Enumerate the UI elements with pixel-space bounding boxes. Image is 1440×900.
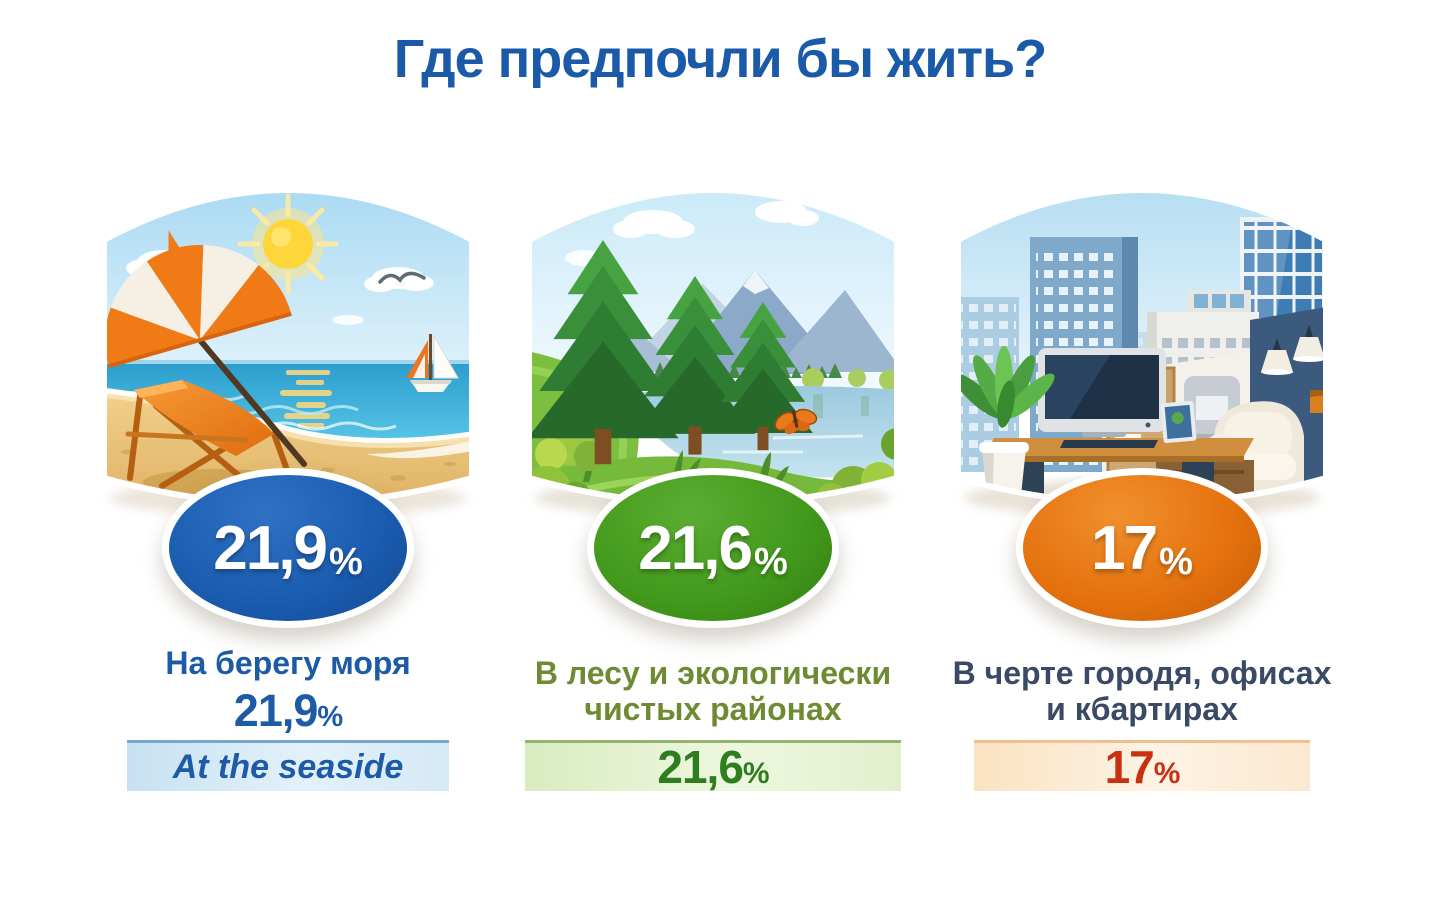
page-title: Где предпочли бы жить? <box>393 29 1047 89</box>
sun-icon <box>237 193 339 295</box>
seaside-badge-unit: % <box>328 540 363 583</box>
city-office-scene-illustration <box>955 187 1329 516</box>
city-footer-bar: 17% <box>974 740 1310 793</box>
seaside-badge-value: 21,9 <box>213 513 328 583</box>
butterfly-icon <box>774 408 818 435</box>
clouds-icon <box>565 201 819 266</box>
city-badge-unit: % <box>1159 540 1193 583</box>
forest-footer-value: 21,6% <box>657 741 769 793</box>
sun-reflection <box>280 370 332 428</box>
keyboard-icon <box>1060 440 1158 448</box>
sailboat-icon <box>406 334 459 392</box>
forest-badge-unit: % <box>753 540 788 583</box>
city-badge: 17% <box>1016 468 1268 628</box>
forest-caption: В лесу и экологически чистых районах <box>535 644 891 738</box>
seaside-value: 21,9% <box>233 684 343 736</box>
seagull-icon <box>378 271 426 286</box>
city-caption: В черте городя, офисах и кбартирах <box>953 644 1332 738</box>
city-label-line2: и кбартирах <box>1046 691 1238 727</box>
beach-umbrella-icon <box>105 230 307 467</box>
forest-badge: 21,6% <box>587 468 839 628</box>
city-label-line1: В черте городя, офисах <box>952 654 1332 691</box>
panel-forest: 21,6% В лесу и экологически чистых район… <box>523 182 903 793</box>
beach-scene-illustration <box>101 187 475 516</box>
seaside-caption: На берегу моря 21,9% <box>165 644 410 738</box>
seaside-footer-bar: At the seaside <box>127 740 449 791</box>
forest-label-line1: В лесу и экологически <box>534 654 892 691</box>
forest-badge-value: 21,6 <box>638 513 753 583</box>
tablet-icon <box>1160 400 1197 444</box>
deck-chair-icon <box>125 380 293 489</box>
wall-lamps-icon <box>1261 325 1326 413</box>
city-footer-value: 17% <box>1104 741 1181 793</box>
computer-monitor-icon <box>1038 348 1166 448</box>
forest-footer-bar: 21,6% <box>525 740 901 793</box>
panel-city: 17% В черте городя, офисах и кбартирах 1… <box>952 182 1332 793</box>
seaside-label: На берегу моря <box>165 645 411 682</box>
seaside-badge: 21,9% <box>162 468 414 628</box>
city-badge-value: 17 <box>1091 513 1158 583</box>
seaside-footer-text: At the seaside <box>172 747 404 786</box>
forest-label-line2: чистых районах <box>584 691 842 727</box>
panel-seaside: 21,9% На берегу моря 21,9% At the seasid… <box>98 182 478 791</box>
